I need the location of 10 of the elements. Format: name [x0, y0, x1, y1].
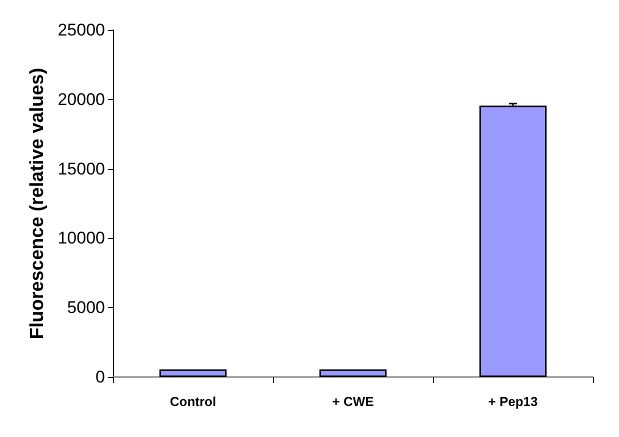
x-tick-label: Control [170, 394, 216, 409]
y-tick-label: 20000 [58, 90, 105, 109]
y-tick-label: 0 [96, 368, 105, 386]
x-tick-label: + CWE [332, 394, 374, 409]
y-tick-label: 5000 [67, 298, 105, 318]
y-tick-label: 15000 [58, 159, 105, 178]
y-tick-label: 25000 [58, 20, 105, 40]
x-tick-label: + Pep13 [488, 394, 538, 409]
y-tick-label: 10000 [58, 228, 105, 248]
y-axis-title: Fluorescence (relative values) [26, 68, 48, 340]
